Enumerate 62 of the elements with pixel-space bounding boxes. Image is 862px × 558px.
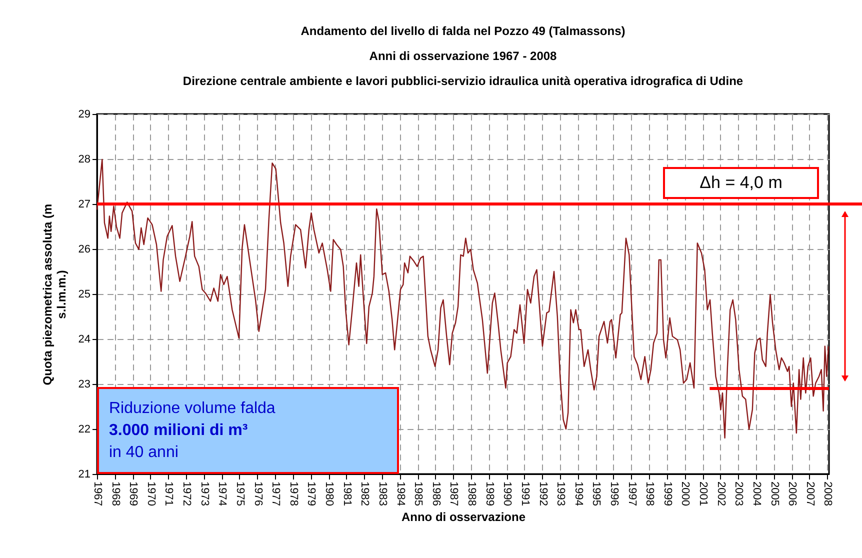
x-tick-label: 2007 <box>804 482 816 506</box>
x-tick-label: 1977 <box>270 482 282 506</box>
y-tick-label: 22 <box>78 424 90 436</box>
x-tick-label: 1984 <box>394 482 406 506</box>
x-tick-label: 1991 <box>518 482 531 506</box>
x-tick-label: 1982 <box>358 482 371 506</box>
x-tick-label: 1996 <box>608 482 620 506</box>
x-tick-label: 1993 <box>554 482 567 506</box>
text: Quota piezometrica assoluta (m <box>40 204 54 386</box>
y-tick-label: 25 <box>78 288 90 300</box>
x-tick-label: 1975 <box>234 482 246 506</box>
x-tick-label: 1978 <box>287 482 300 506</box>
y-tick-label: 21 <box>78 468 90 480</box>
y-tick-label: 23 <box>78 378 90 390</box>
x-tick-label: 1979 <box>305 482 318 506</box>
y-tick-label: 24 <box>78 334 90 346</box>
x-tick-label: 1999 <box>661 482 674 506</box>
x-tick-label: 1992 <box>536 482 549 506</box>
y-tick-label: 28 <box>78 154 90 166</box>
text: s.l.m.m.) <box>54 270 68 319</box>
x-tick-label: 2005 <box>768 482 780 506</box>
x-tick-label: 1967 <box>92 482 104 506</box>
x-tick-label: 1990 <box>501 482 514 506</box>
x-tick-label: 1970 <box>144 482 157 506</box>
line-series <box>96 158 830 439</box>
x-tick-label: 2001 <box>697 482 710 506</box>
x-axis-title: Anno di osservazione <box>401 510 526 524</box>
annotation: 3.000 milioni di m³ <box>109 422 248 439</box>
x-tick-label: 1971 <box>162 482 175 506</box>
x-tick-label: 1976 <box>252 482 264 506</box>
x-tick-label: 2002 <box>714 482 727 506</box>
x-tick-label: 2000 <box>679 482 692 506</box>
y-tick-label: 29 <box>78 108 90 120</box>
x-tick-label: 1998 <box>644 482 656 506</box>
annotation: Δh = 4,0 m <box>700 173 782 192</box>
x-tick-label: 2006 <box>786 482 798 506</box>
x-tick-label: 1972 <box>180 482 193 506</box>
x-tick-label: 1987 <box>448 482 460 506</box>
text: Direzione centrale ambiente e lavori pubblici-servizio idraulica unità operativa idrografica di Udine <box>182 74 744 88</box>
y-tick-label: 27 <box>78 198 90 210</box>
text: Anni di osservazione 1967 - 2008 <box>369 49 557 63</box>
x-tick-label: 1997 <box>626 482 638 506</box>
x-tick-label: 1989 <box>483 482 496 506</box>
x-tick-label: 1973 <box>198 482 210 506</box>
y-tick-label: 26 <box>78 244 90 256</box>
x-tick-label: 1980 <box>323 482 336 506</box>
x-tick-label: 1969 <box>127 482 140 506</box>
text: Andamento del livello di falda nel Pozzo 49 (Talmassons) <box>300 24 626 38</box>
annotation: Riduzione volume falda <box>109 400 276 417</box>
x-tick-label: 2004 <box>750 482 762 506</box>
x-tick-label: 1983 <box>376 482 388 506</box>
x-tick-label: 2008 <box>822 482 834 506</box>
x-tick-label: 2003 <box>732 482 745 506</box>
x-tick-label: 1995 <box>590 482 602 506</box>
x-tick-label: 1981 <box>340 482 353 506</box>
x-tick-label: 1994 <box>572 482 584 506</box>
x-tick-label: 1974 <box>216 482 228 506</box>
x-tick-label: 1988 <box>466 482 478 506</box>
x-tick-label: 1985 <box>412 482 424 506</box>
annotation: in 40 anni <box>109 444 178 461</box>
x-tick-label: 1986 <box>430 482 442 506</box>
x-tick-label: 1968 <box>109 482 122 506</box>
